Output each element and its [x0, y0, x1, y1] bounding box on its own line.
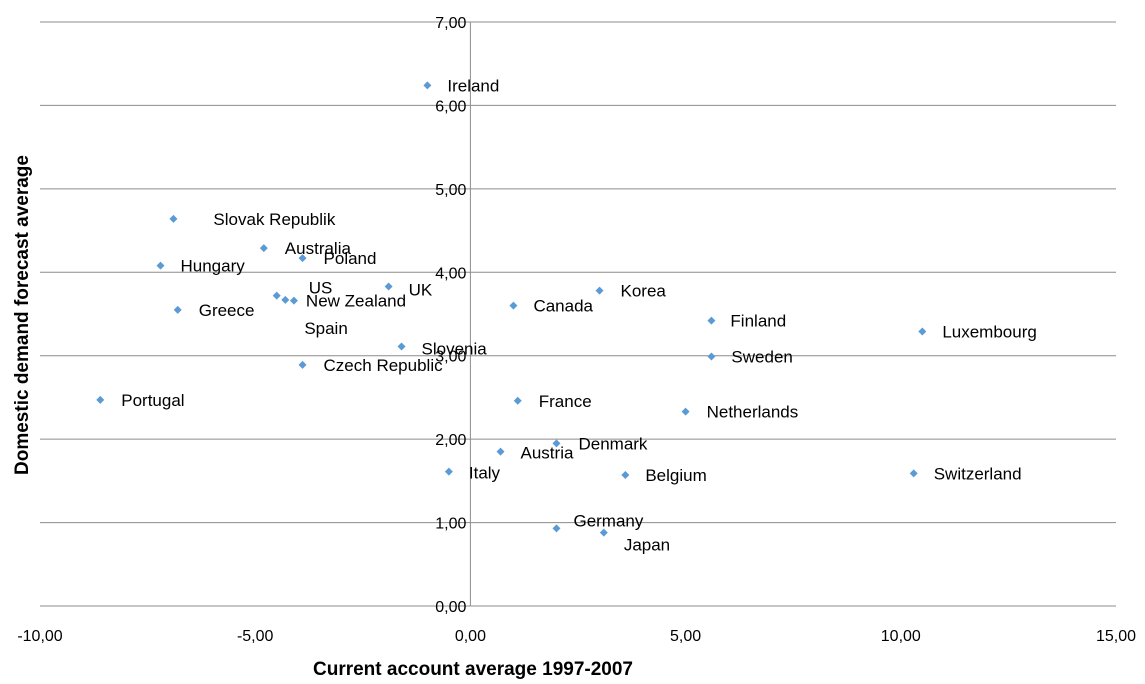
x-axis-title: Current account average 1997-2007 — [313, 659, 633, 680]
point-label: Hungary — [181, 257, 246, 276]
x-tick-label: 15,00 — [1096, 628, 1136, 645]
point-label: Belgium — [645, 466, 706, 485]
data-point — [397, 342, 406, 351]
data-point — [298, 360, 307, 369]
point-label: Slovak Republik — [213, 210, 335, 229]
data-point — [599, 528, 608, 537]
data-point — [259, 244, 268, 253]
point-label: Spain — [304, 319, 347, 338]
point-label: Poland — [324, 249, 377, 268]
data-point — [173, 305, 182, 314]
y-tick-label: 0,00 — [435, 599, 466, 616]
data-point — [96, 395, 105, 404]
x-tick-label: 0,00 — [455, 628, 486, 645]
point-label: Czech Republic — [324, 356, 444, 375]
data-point — [423, 81, 432, 90]
data-point — [595, 286, 604, 295]
y-axis-title: Domestic demand forecast average — [12, 155, 33, 475]
point-label: Greece — [199, 301, 255, 320]
point-label: Denmark — [578, 434, 647, 453]
y-tick-label: 2,00 — [435, 432, 466, 449]
data-point — [384, 282, 393, 291]
point-label: UK — [409, 280, 433, 299]
point-label: Portugal — [121, 391, 184, 410]
data-point — [513, 396, 522, 405]
point-label: Japan — [624, 536, 670, 555]
y-tick-label: 6,00 — [435, 98, 466, 115]
data-point — [444, 467, 453, 476]
y-tick-label: 3,00 — [435, 349, 466, 366]
y-tick-label: 1,00 — [435, 516, 466, 533]
point-label: Sweden — [731, 348, 792, 367]
data-point — [272, 291, 281, 300]
point-label: Australia — [285, 239, 352, 258]
data-point — [298, 254, 307, 263]
point-label: Germany — [573, 511, 643, 530]
x-tick-label: 5,00 — [670, 628, 701, 645]
axes — [40, 22, 1116, 607]
data-point — [289, 296, 298, 305]
tick-labels: 0,00 1,00 2,00 3,00 4,00 5,00 6,00 7,00 -10,00 -5… — [17, 15, 1136, 645]
point-label: Italy — [469, 464, 501, 483]
data-point — [169, 214, 178, 223]
data-point — [681, 407, 690, 416]
x-tick-label: -10,00 — [17, 628, 62, 645]
point-label: Luxembourg — [942, 323, 1037, 342]
point-label: Canada — [533, 297, 593, 316]
y-tick-label: 7,00 — [435, 15, 466, 32]
y-tick-label: 4,00 — [435, 265, 466, 282]
data-point — [909, 469, 918, 478]
point-label: New Zealand — [306, 292, 406, 311]
data-point — [156, 261, 165, 270]
data-point — [552, 524, 561, 533]
point-label: Slovenia — [422, 340, 488, 359]
point-label: Ireland — [447, 76, 499, 95]
data-point — [621, 471, 630, 480]
data-point — [552, 439, 561, 448]
point-label: Finland — [730, 312, 786, 331]
data-points — [96, 81, 927, 537]
point-label: Netherlands — [707, 403, 799, 422]
x-tick-label: 10,00 — [881, 628, 921, 645]
point-label: US — [309, 279, 333, 298]
data-point — [509, 301, 518, 310]
data-point — [707, 352, 716, 361]
x-tick-label: -5,00 — [237, 628, 274, 645]
point-label: Switzerland — [934, 464, 1022, 483]
data-point — [281, 295, 290, 304]
y-tick-label: 5,00 — [435, 182, 466, 199]
point-label: Austria — [521, 444, 574, 463]
point-label: France — [539, 392, 592, 411]
data-point — [496, 447, 505, 456]
data-point — [918, 327, 927, 336]
point-label: Korea — [621, 282, 667, 301]
data-point — [707, 316, 716, 325]
grid-lines — [40, 21, 1116, 524]
